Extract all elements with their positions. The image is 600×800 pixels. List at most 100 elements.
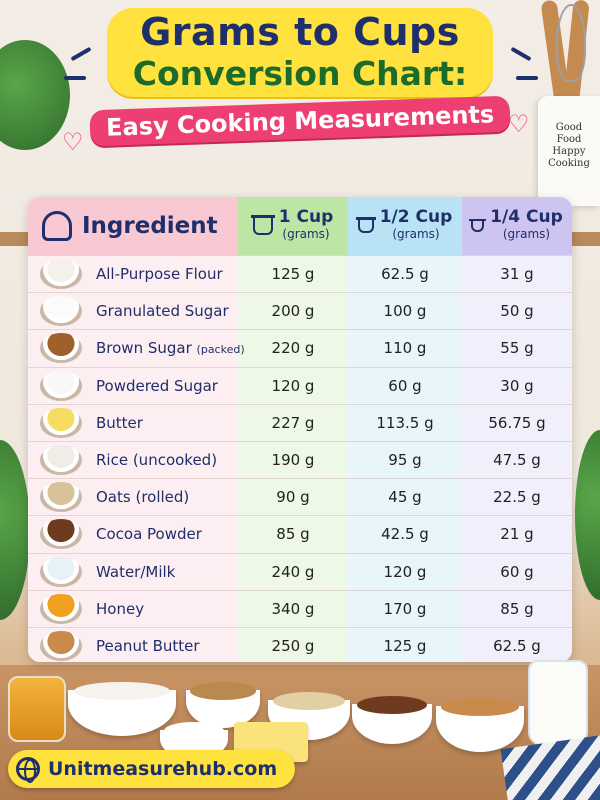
table-row: Water/Milk 240 g 120 g 60 g xyxy=(28,552,572,590)
title-block: Grams to Cups Conversion Chart: Easy Coo… xyxy=(0,8,600,147)
one-cup-value: 90 g xyxy=(276,488,310,507)
header-quarter-cup: 1/4 Cup (grams) xyxy=(462,197,572,255)
sparkle-icon xyxy=(64,76,86,80)
half-cup-value: 45 g xyxy=(388,488,422,507)
half-cup-value: 100 g xyxy=(383,302,427,321)
quarter-cup-value: 21 g xyxy=(500,525,534,544)
one-cup-column-bg xyxy=(238,197,348,662)
one-cup-value: 190 g xyxy=(271,451,315,470)
website-badge[interactable]: Unitmeasurehub.com xyxy=(8,750,296,788)
table-row: Granulated Sugar 200 g 100 g 50 g xyxy=(28,292,572,329)
one-cup-value: 125 g xyxy=(271,265,315,284)
quarter-cup-value: 30 g xyxy=(500,376,534,395)
ingredient-thumbnail-icon xyxy=(40,519,82,550)
plant-decor-left xyxy=(0,40,70,150)
header-one-cup: 1 Cup (grams) xyxy=(238,197,348,255)
globe-icon xyxy=(16,757,40,783)
ingredient-name: All-Purpose Flour xyxy=(96,265,223,284)
ingredient-name: Powdered Sugar xyxy=(96,376,218,395)
ingredient-thumbnail-icon xyxy=(40,630,82,661)
header-one-cup-unit: (grams) xyxy=(282,227,330,241)
one-cup-value: 85 g xyxy=(276,525,310,544)
header-quarter-cup-unit: (grams) xyxy=(502,227,551,241)
half-cup-value: 113.5 g xyxy=(376,413,434,432)
quarter-cup-value: 85 g xyxy=(500,599,534,618)
jar-text-4: Cooking xyxy=(548,158,590,169)
measuring-cup-icon xyxy=(250,215,275,235)
page-subtitle: Easy Cooking Measurements xyxy=(89,95,511,147)
ingredient-thumbnail-icon xyxy=(40,407,82,438)
ingredient-name: Oats (rolled) xyxy=(96,488,190,507)
header-ingredient: Ingredient xyxy=(28,197,238,255)
milk-jug-icon xyxy=(528,660,588,746)
one-cup-value: 227 g xyxy=(271,413,315,432)
ingredient-thumbnail-icon xyxy=(40,370,82,401)
quarter-cup-value: 31 g xyxy=(500,265,534,284)
ingredient-thumbnail-icon xyxy=(40,482,82,513)
quarter-cup-column-bg xyxy=(462,197,572,662)
ingredient-name: Water/Milk xyxy=(96,562,176,581)
jar-text-1: Good xyxy=(555,122,583,133)
table-row: Honey 340 g 170 g 85 g xyxy=(28,589,572,627)
sparkle-icon xyxy=(516,76,538,80)
heart-icon: ♡ xyxy=(62,128,84,156)
header-quarter-cup-label: 1/4 Cup xyxy=(490,207,563,227)
one-cup-value: 340 g xyxy=(271,599,315,618)
ingredient-name: Butter xyxy=(96,413,143,432)
ingredient-name: Rice (uncooked) xyxy=(96,451,218,470)
measuring-cup-icon xyxy=(355,217,376,233)
half-cup-value: 95 g xyxy=(388,451,422,470)
ingredient-thumbnail-icon xyxy=(40,556,82,587)
ingredient-name: Brown Sugar (packed) xyxy=(96,339,245,358)
honey-jar-icon xyxy=(8,676,66,742)
conversion-table: Ingredient 1 Cup (grams) 1/2 Cup (grams)… xyxy=(28,197,572,662)
quarter-cup-value: 55 g xyxy=(500,339,534,358)
half-cup-value: 120 g xyxy=(383,562,427,581)
page-title-line2: Conversion Chart: xyxy=(132,54,468,93)
ingredient-name: Peanut Butter xyxy=(96,636,200,655)
ingredient-name: Granulated Sugar xyxy=(96,302,229,321)
half-cup-value: 170 g xyxy=(383,599,427,618)
utensil-jar: Good Food Happy Cooking xyxy=(538,96,600,206)
header-half-cup: 1/2 Cup (grams) xyxy=(348,197,462,255)
ingredient-name: Cocoa Powder xyxy=(96,525,202,544)
ingredient-thumbnail-icon xyxy=(40,296,82,327)
whisk-icon xyxy=(556,4,586,82)
table-row: Butter 227 g 113.5 g 56.75 g xyxy=(28,403,572,441)
half-cup-value: 42.5 g xyxy=(381,525,429,544)
header-half-cup-label: 1/2 Cup xyxy=(379,207,453,227)
jar-text-2: Food xyxy=(556,134,582,145)
ingredient-thumbnail-icon xyxy=(40,445,82,476)
one-cup-value: 220 g xyxy=(271,339,315,358)
quarter-cup-value: 47.5 g xyxy=(493,451,541,470)
quarter-cup-value: 56.75 g xyxy=(488,413,546,432)
quarter-cup-value: 62.5 g xyxy=(493,636,541,655)
one-cup-value: 200 g xyxy=(271,302,315,321)
table-row: Powdered Sugar 120 g 60 g 30 g xyxy=(28,366,572,404)
ingredient-thumbnail-icon xyxy=(40,333,82,364)
jar-text-3: Happy xyxy=(552,146,586,157)
table-row: All-Purpose Flour 125 g 62.5 g 31 g xyxy=(28,255,572,292)
half-cup-value: 125 g xyxy=(383,636,427,655)
page-title: Grams to Cups xyxy=(140,10,460,54)
ingredient-thumbnail-icon xyxy=(40,259,82,290)
plant-decor-left-lower xyxy=(0,440,30,620)
table-row: Oats (rolled) 90 g 45 g 22.5 g xyxy=(28,478,572,515)
header-ingredient-label: Ingredient xyxy=(82,213,218,239)
one-cup-value: 120 g xyxy=(271,376,315,395)
title-banner: Grams to Cups Conversion Chart: xyxy=(106,8,494,97)
table-row: Brown Sugar (packed) 220 g 110 g 55 g xyxy=(28,329,572,366)
ingredient-thumbnail-icon xyxy=(40,593,82,624)
table-body: All-Purpose Flour 125 g 62.5 g 31 g Granulat… xyxy=(28,255,572,662)
header-half-cup-unit: (grams) xyxy=(392,227,440,241)
table-row: Rice (uncooked) 190 g 95 g 47.5 g xyxy=(28,440,572,478)
quarter-cup-value: 50 g xyxy=(500,302,534,321)
heart-icon: ♡ xyxy=(508,110,530,138)
one-cup-value: 240 g xyxy=(271,562,315,581)
half-cup-value: 60 g xyxy=(388,376,422,395)
chef-hat-icon xyxy=(42,211,72,241)
quarter-cup-value: 22.5 g xyxy=(493,488,541,507)
ingredient-name: Honey xyxy=(96,599,145,618)
measuring-cup-icon xyxy=(469,218,487,232)
plant-decor-right-lower xyxy=(575,430,600,600)
